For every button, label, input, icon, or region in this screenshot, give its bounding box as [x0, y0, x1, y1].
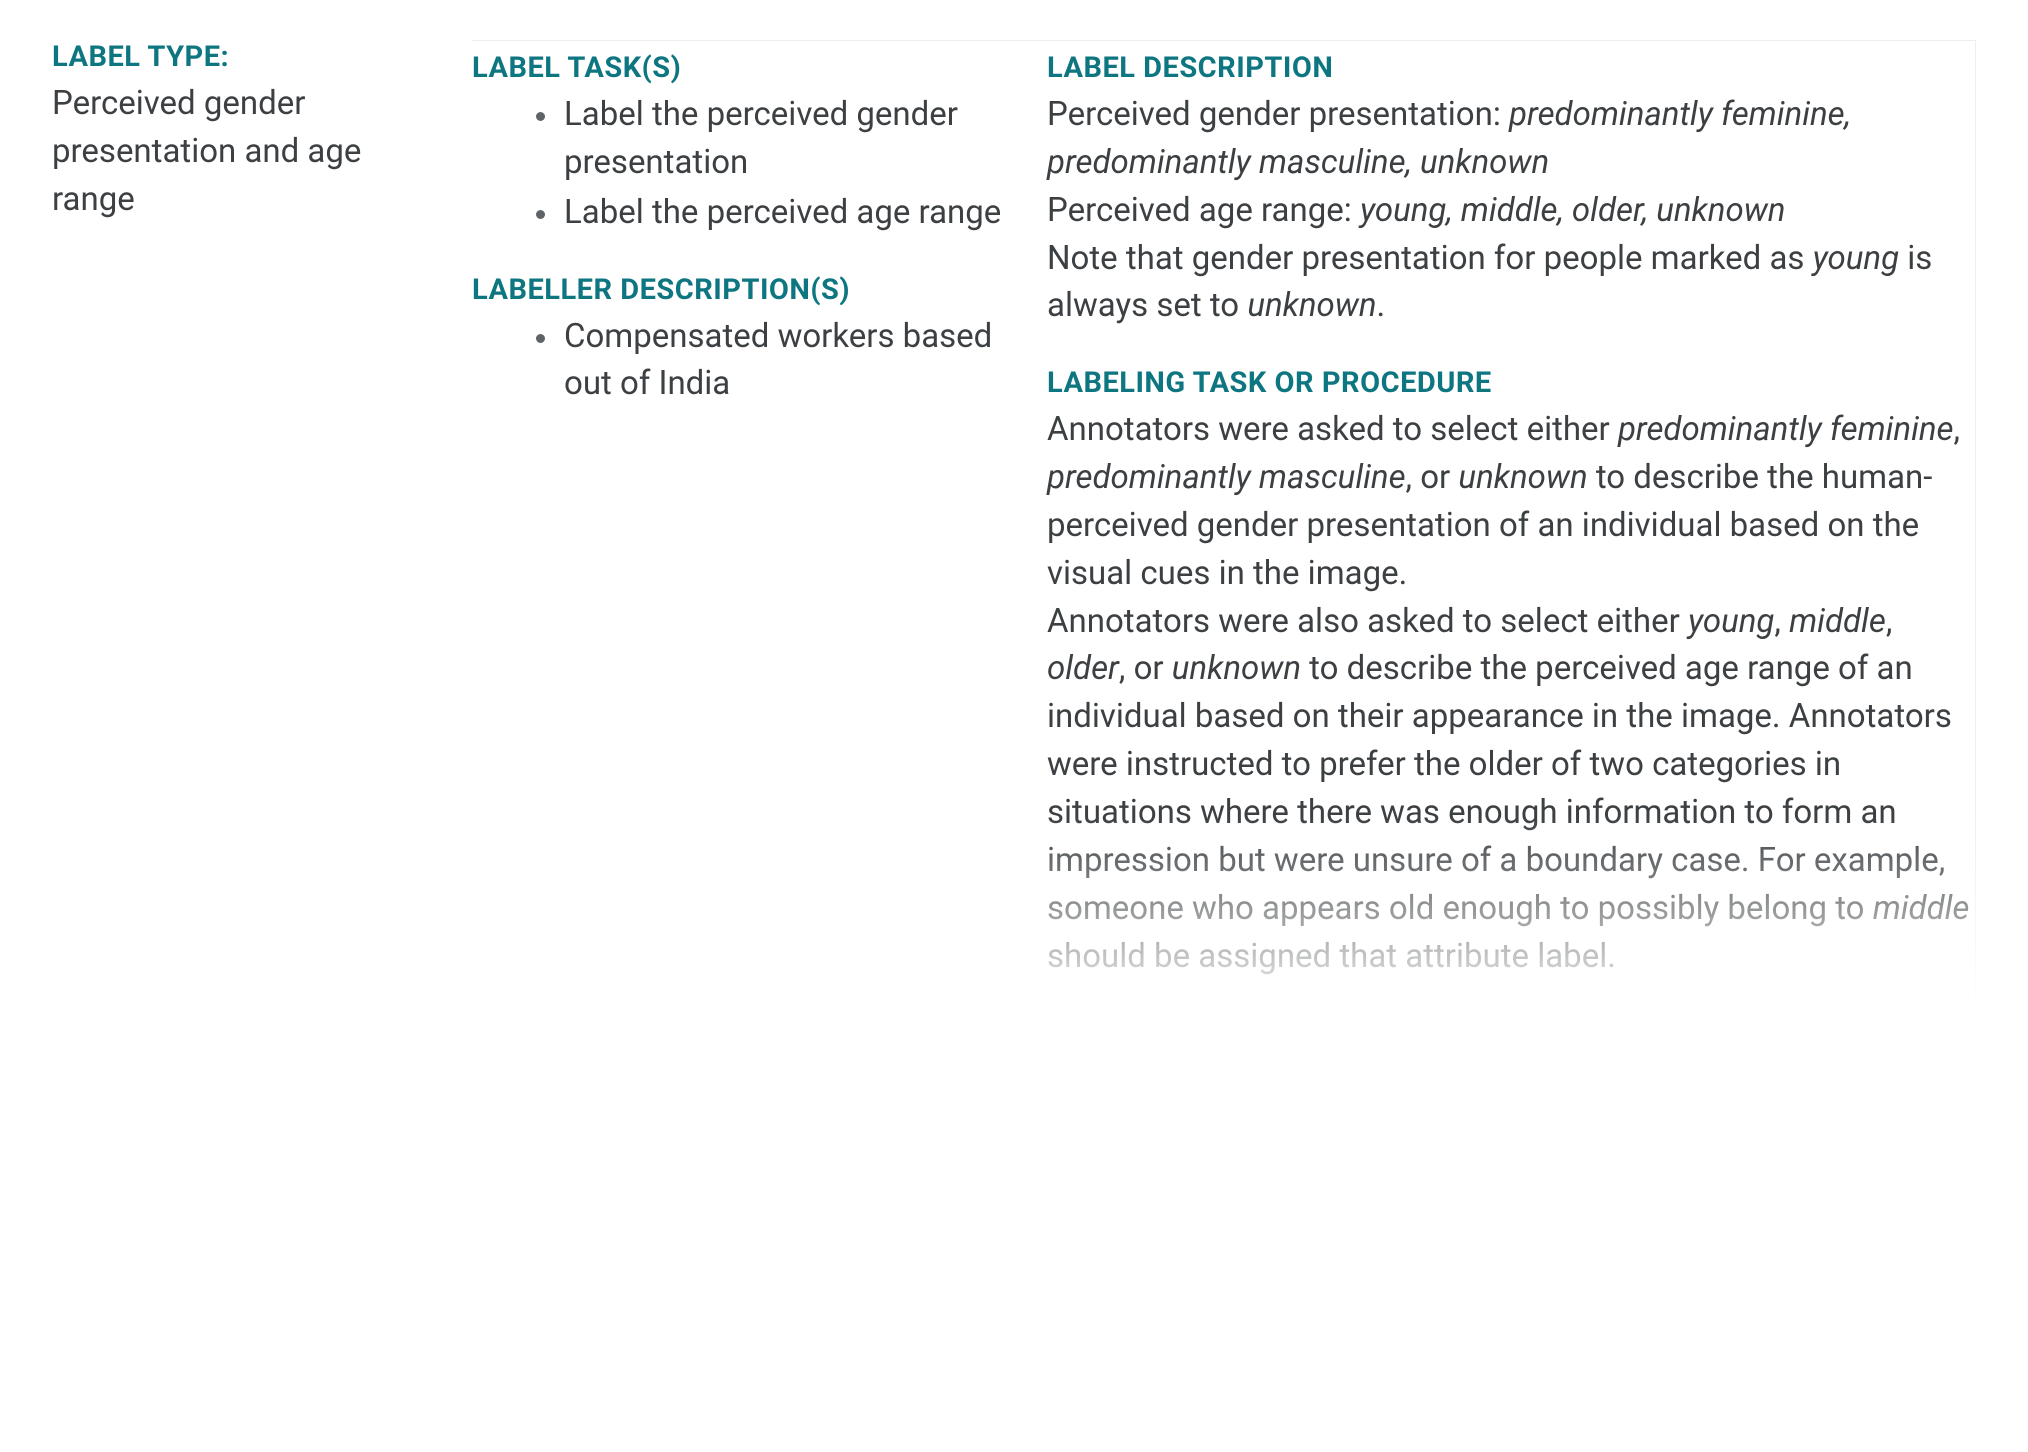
italic-span: young: [1813, 239, 1899, 278]
list-item: Compensated workers based out of India: [560, 313, 1017, 409]
text-span: Perceived gender presentation:: [1047, 95, 1509, 134]
text-span: should be assigned that attribute label.: [1047, 937, 1616, 976]
labeller-desc-block: LABELLER DESCRIPTION(S) Compensated work…: [472, 273, 1017, 409]
right-block: LABEL TASK(S) Label the perceived gender…: [472, 40, 1976, 1016]
text-span: to describe the perceived age range of a…: [1047, 649, 1952, 927]
text-span: ,: [1954, 410, 1961, 449]
italic-span: middle: [1789, 602, 1886, 641]
text-span: , or: [1406, 458, 1459, 497]
labeling-procedure-block: LABELING TASK OR PROCEDURE Annotators we…: [1047, 366, 1975, 980]
label-tasks-heading: LABEL TASK(S): [472, 51, 1017, 85]
label-description-block: LABEL DESCRIPTION Perceived gender prese…: [1047, 51, 1975, 330]
text-span: Annotators were asked to select either: [1047, 410, 1618, 449]
italic-span: predominantly masculine: [1047, 458, 1406, 497]
labeling-procedure-text: Annotators were asked to select either p…: [1047, 406, 1975, 980]
italic-span: unknown: [1172, 649, 1301, 688]
italic-span: unknown: [1247, 286, 1376, 325]
column-label-type: LABEL TYPE: Perceived gender presentatio…: [52, 40, 472, 1016]
label-tasks-block: LABEL TASK(S) Label the perceived gender…: [472, 51, 1017, 237]
list-item: Label the perceived age range: [560, 189, 1017, 237]
list-item: Label the perceived gender presentation: [560, 91, 1017, 187]
column-description: LABEL DESCRIPTION Perceived gender prese…: [1047, 51, 1975, 1016]
text-span: ,: [1774, 602, 1789, 641]
text-span: , or: [1119, 649, 1172, 688]
labeller-desc-heading: LABELLER DESCRIPTION(S): [472, 273, 1017, 307]
text-span: ,: [1886, 602, 1893, 641]
text-span: .: [1377, 286, 1386, 325]
column-tasks: LABEL TASK(S) Label the perceived gender…: [472, 51, 1047, 1016]
label-description-heading: LABEL DESCRIPTION: [1047, 51, 1975, 85]
label-tasks-list: Label the perceived gender presentation …: [472, 91, 1017, 237]
italic-span: predominantly feminine: [1618, 410, 1954, 449]
italic-span: middle: [1873, 889, 1970, 928]
italic-span: unknown: [1458, 458, 1587, 497]
text-span: Annotators were also asked to select eit…: [1047, 602, 1688, 641]
document-page: LABEL TYPE: Perceived gender presentatio…: [0, 0, 2028, 1056]
italic-span: young, middle, older, unknown: [1360, 191, 1786, 230]
text-span: Note that gender presentation for people…: [1047, 239, 1813, 278]
label-type-text: Perceived gender presentation and age ra…: [52, 80, 442, 224]
labeller-desc-list: Compensated workers based out of India: [472, 313, 1017, 409]
italic-span: older: [1047, 649, 1119, 688]
labeling-procedure-heading: LABELING TASK OR PROCEDURE: [1047, 366, 1975, 400]
label-description-text: Perceived gender presentation: predomina…: [1047, 91, 1975, 330]
italic-span: young: [1688, 602, 1774, 641]
text-span: Perceived age range:: [1047, 191, 1360, 230]
label-type-heading: LABEL TYPE:: [52, 40, 442, 74]
label-type-block: LABEL TYPE: Perceived gender presentatio…: [52, 40, 442, 224]
